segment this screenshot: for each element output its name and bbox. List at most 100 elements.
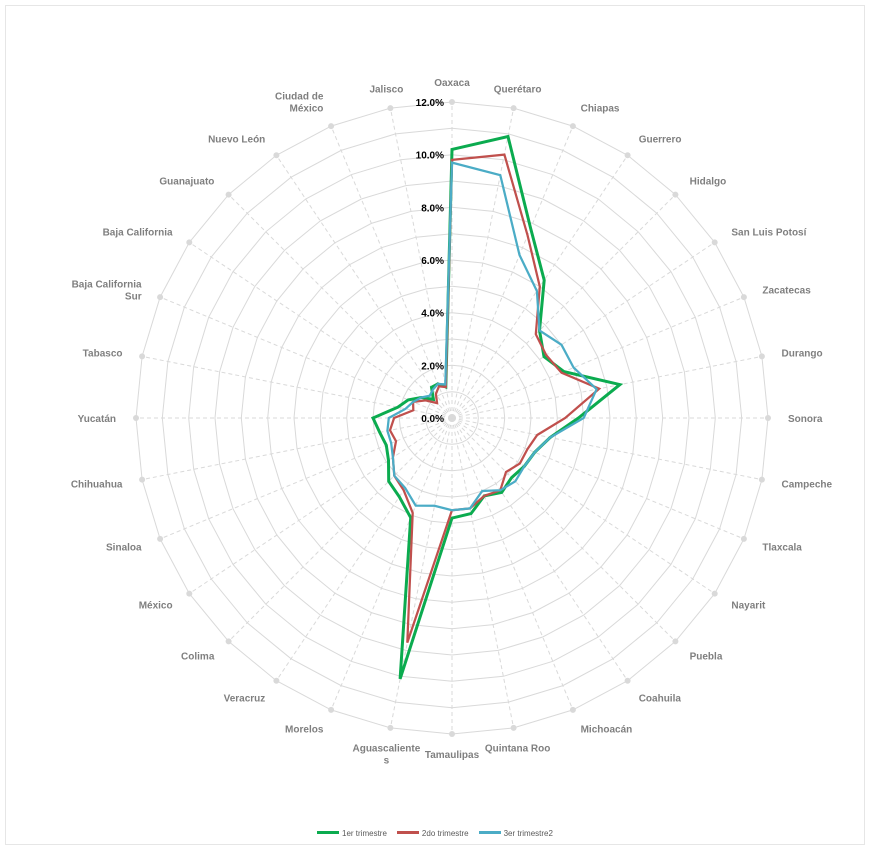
category-label-line: Yucatán — [78, 414, 116, 425]
tick-label: 0.0% — [421, 414, 444, 425]
grid-spoke — [189, 241, 453, 419]
category-labels: Oaxaca Querétaro Chiapas Guerrero Hidalgo San… — [71, 78, 833, 767]
category-label: Querétaro — [494, 85, 542, 96]
legend: 1er trimestre 2do trimestre 3er trimestre2 — [0, 829, 870, 838]
legend-swatch — [396, 831, 419, 835]
grid-spoke — [451, 108, 515, 419]
legend-swatch — [317, 831, 340, 835]
axis-marker — [510, 105, 517, 112]
grid-spoke — [451, 417, 715, 595]
grid-spoke — [451, 417, 676, 642]
grid-spoke — [451, 355, 762, 419]
category-label: Tamaulipas — [425, 750, 480, 761]
category-label-line: Tamaulipas — [425, 750, 480, 761]
grid-spoke — [389, 417, 453, 728]
category-label: Chihuahua — [71, 480, 123, 491]
axis-marker — [139, 476, 146, 483]
axis-marker — [510, 724, 517, 731]
category-label: Campeche — [782, 480, 833, 491]
chart-area — [5, 5, 865, 845]
category-label-line: Baja California — [72, 279, 142, 290]
tick-label: 10.0% — [416, 151, 444, 162]
category-label: Ciudad de México — [275, 92, 324, 115]
category-label: Yucatán — [78, 414, 116, 425]
series-line — [386, 161, 598, 512]
grid-spoke — [228, 194, 453, 419]
category-label-line: Oaxaca — [434, 78, 470, 89]
grid-spoke — [451, 296, 745, 419]
category-label: Oaxaca — [434, 78, 470, 89]
category-label: Zacatecas — [762, 285, 811, 296]
grid-spoke — [451, 194, 676, 419]
tick-label: 4.0% — [421, 309, 444, 320]
category-label-line: Quintana Roo — [485, 744, 551, 755]
grid-spoke — [275, 417, 453, 681]
series-group — [370, 134, 624, 680]
grid-spoke — [451, 417, 574, 711]
tick-label: 2.0% — [421, 361, 444, 372]
grid-spoke — [159, 417, 453, 540]
category-label-line: Michoacán — [581, 724, 633, 735]
category-label: San Luis Potosí — [731, 227, 807, 238]
category-label-line: Tlaxcala — [762, 543, 802, 554]
category-label: Sonora — [788, 414, 823, 425]
axis-marker — [186, 239, 193, 246]
category-label-line: Tabasco — [83, 348, 123, 359]
axis-marker — [711, 239, 718, 246]
category-label-line: Querétaro — [494, 85, 542, 96]
category-label-line: Coahuila — [639, 693, 682, 704]
axis-marker — [624, 152, 631, 159]
category-label-line: Hidalgo — [690, 176, 727, 187]
grid-spoke — [389, 108, 453, 419]
axis-marker — [672, 638, 679, 645]
category-label: Morelos — [285, 724, 324, 735]
axis-marker — [758, 353, 765, 360]
category-label-line: Baja California — [103, 227, 173, 238]
category-label: Tabasco — [83, 348, 123, 359]
axis-marker — [624, 677, 631, 684]
axis-marker — [328, 123, 335, 130]
category-label: Guerrero — [639, 135, 682, 146]
category-label-line: Jalisco — [369, 85, 403, 96]
legend-item: 1er trimestre — [317, 829, 387, 838]
axis-marker — [328, 706, 335, 713]
category-label-line: Sur — [125, 291, 142, 302]
legend-swatch — [478, 831, 501, 835]
category-label-line: s — [384, 756, 390, 767]
tick-label: 12.0% — [416, 98, 444, 109]
category-label-line: Chihuahua — [71, 480, 123, 491]
axis-marker — [765, 415, 771, 421]
category-label-line: México — [289, 104, 323, 115]
category-label: Michoacán — [581, 724, 633, 735]
axis-marker — [672, 191, 679, 198]
grid-ring — [425, 391, 479, 445]
axis-marker — [273, 677, 280, 684]
category-label: Nuevo León — [208, 135, 265, 146]
category-label: Sinaloa — [106, 543, 142, 554]
category-label-line: Durango — [782, 348, 823, 359]
grid-spoke — [451, 241, 715, 419]
category-label-line: Zacatecas — [762, 285, 811, 296]
category-label-line: San Luis Potosí — [731, 227, 807, 238]
tick-labels: 0.0% 2.0% 4.0% 6.0% 8.0% 10.0% 12.0% — [416, 98, 444, 425]
category-label-line: Ciudad de — [275, 92, 324, 103]
category-label: Puebla — [690, 652, 723, 663]
axis-marker — [139, 353, 146, 360]
category-label: Aguascaliente s — [352, 744, 420, 767]
axis-marker — [225, 191, 232, 198]
category-label: Nayarit — [731, 601, 766, 612]
category-label: Quintana Roo — [485, 744, 551, 755]
tick-label: 8.0% — [421, 203, 444, 214]
grid-ring — [188, 154, 716, 682]
category-label-line: Guerrero — [639, 135, 682, 146]
axis-marker — [273, 152, 280, 159]
category-label-line: Sonora — [788, 414, 823, 425]
tick-label: 6.0% — [421, 256, 444, 267]
category-label: México — [139, 601, 173, 612]
category-label: Baja California Sur — [72, 279, 142, 302]
axis-marker — [758, 476, 765, 483]
category-label: Baja California — [103, 227, 173, 238]
grid-spoke — [451, 125, 574, 419]
grid-spoke — [330, 417, 453, 711]
